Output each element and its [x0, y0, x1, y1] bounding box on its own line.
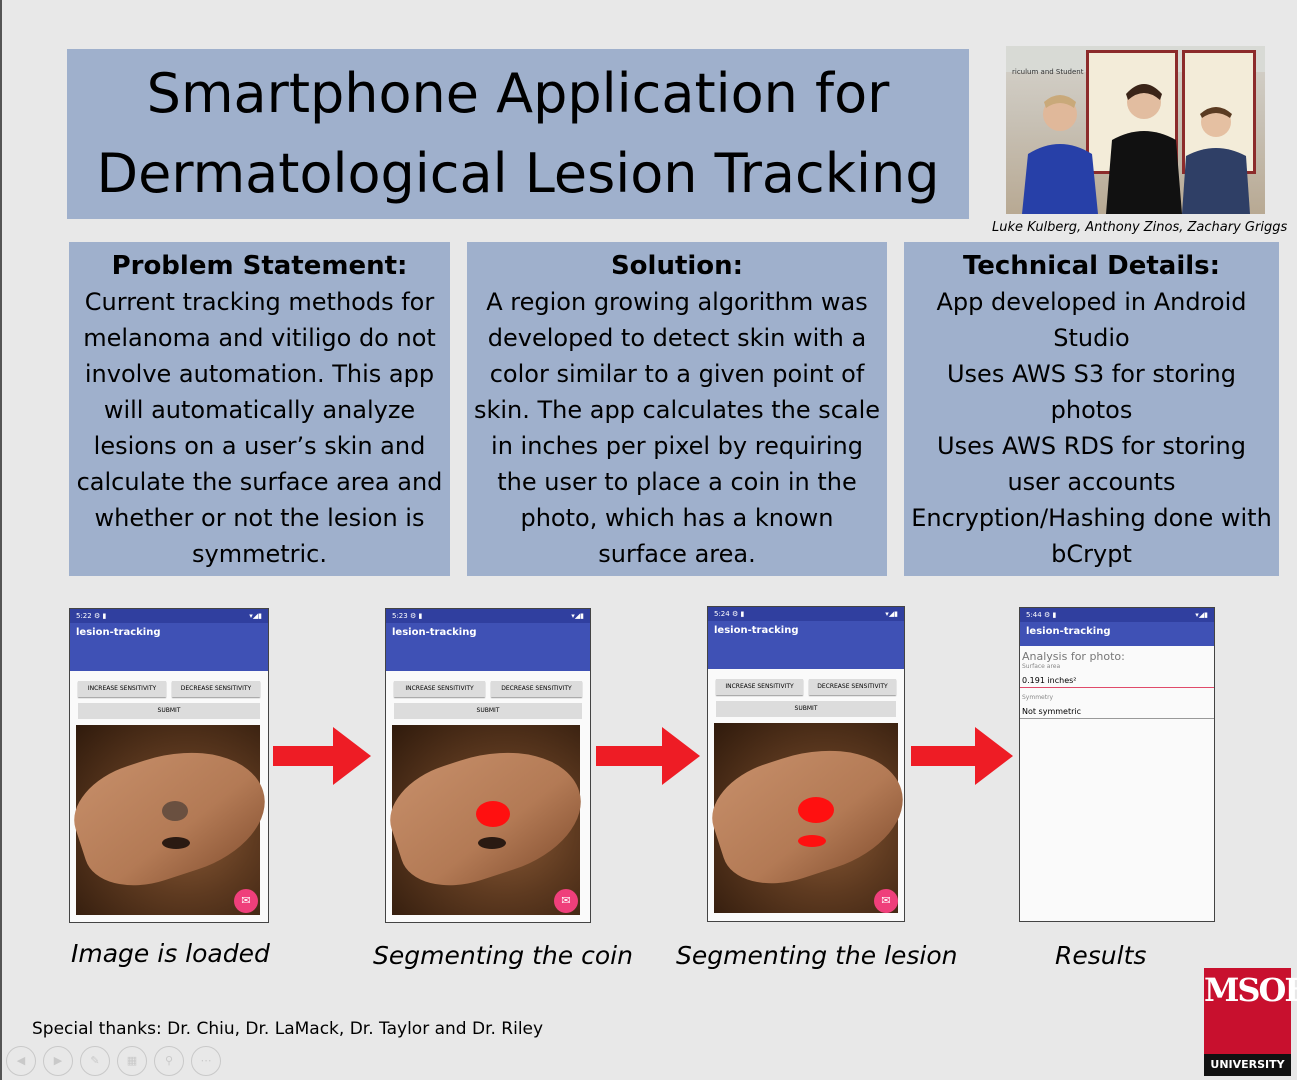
title-box: Smartphone Application for Dermatologica… — [67, 49, 969, 219]
caption-results: Results — [1055, 941, 1147, 970]
panel-body: Current tracking methods for melanoma an… — [76, 288, 443, 568]
analysis-label: Analysis for photo: — [1022, 650, 1125, 663]
panel-problem-statement: Problem Statement: Current tracking meth… — [69, 242, 450, 576]
increase-sensitivity-button[interactable]: INCREASE SENSITIVITY — [78, 681, 166, 697]
symmetry-field[interactable]: Not symmetric — [1020, 701, 1214, 719]
decrease-sensitivity-button[interactable]: DECREASE SENSITIVITY — [172, 681, 260, 697]
symmetry-label: Symmetry — [1022, 694, 1054, 701]
slideshow-controls: ◀ ▶ ✎ ▦ ⚲ ⋯ — [6, 1046, 221, 1076]
status-time: 5:44 — [1026, 611, 1042, 619]
app-title: lesion-tracking — [76, 627, 161, 638]
poster-title: Smartphone Application for Dermatologica… — [97, 54, 940, 214]
status-time: 5:22 — [76, 612, 92, 620]
tech-line: Encryption/Hashing done with bCrypt — [911, 504, 1272, 568]
phone-screen-segment-lesion: 5:24 ⚙ ▮ ▾◢▮ lesion-tracking INCREASE SE… — [707, 606, 905, 922]
status-bar: 5:44 ⚙ ▮ ▾◢▮ — [1020, 608, 1214, 622]
lesion — [162, 837, 190, 849]
submit-button[interactable]: SUBMIT — [78, 703, 260, 719]
zoom-icon[interactable]: ⚲ — [154, 1046, 184, 1076]
photo-caption: Luke Kulberg, Anthony Zinos, Zachary Gri… — [992, 220, 1288, 235]
arrow-right-icon — [273, 727, 371, 785]
increase-sensitivity-button[interactable]: INCREASE SENSITIVITY — [394, 681, 485, 697]
app-title: lesion-tracking — [714, 625, 799, 636]
app-title: lesion-tracking — [392, 627, 477, 638]
phone-screen-results: 5:44 ⚙ ▮ ▾◢▮ lesion-tracking Analysis fo… — [1019, 607, 1215, 922]
signal-icons: ▾◢▮ — [885, 610, 898, 618]
sensitivity-buttons: INCREASE SENSITIVITY DECREASE SENSITIVIT… — [70, 681, 268, 697]
panel-solution: Solution: A region growing algorithm was… — [467, 242, 887, 576]
title-line-1: Smartphone Application for — [146, 62, 890, 125]
mail-fab-icon[interactable]: ✉ — [234, 889, 258, 913]
person-right — [1182, 107, 1250, 214]
photo-sign: riculum and Student Opportunities — [1012, 68, 1134, 76]
slides-icon[interactable]: ▦ — [117, 1046, 147, 1076]
hand-photo: ✉ — [708, 723, 904, 913]
window-left-edge — [0, 0, 2, 1080]
app-title: lesion-tracking — [1026, 626, 1111, 637]
mail-fab-icon[interactable]: ✉ — [874, 889, 898, 913]
team-photo: riculum and Student Opportunities — [1006, 46, 1265, 214]
logo-university: UNIVERSITY — [1204, 1054, 1291, 1076]
hand-photo: ✉ — [70, 725, 268, 915]
person-left — [1022, 95, 1098, 214]
more-icon[interactable]: ⋯ — [191, 1046, 221, 1076]
signal-icons: ▾◢▮ — [249, 612, 262, 620]
panel-heading: Technical Details: — [962, 251, 1221, 281]
decrease-sensitivity-button[interactable]: DECREASE SENSITIVITY — [809, 679, 896, 695]
caption-image-loaded: Image is loaded — [71, 939, 270, 968]
app-bar: lesion-tracking — [708, 621, 904, 669]
panel-body: A region growing algorithm was developed… — [473, 288, 881, 568]
hand-photo: ✉ — [386, 725, 590, 915]
decrease-sensitivity-button[interactable]: DECREASE SENSITIVITY — [491, 681, 582, 697]
segmented-coin — [476, 801, 510, 827]
prev-icon[interactable]: ◀ — [6, 1046, 36, 1076]
app-bar: lesion-tracking — [70, 623, 268, 671]
signal-icons: ▾◢▮ — [1195, 611, 1208, 619]
sensitivity-buttons: INCREASE SENSITIVITY DECREASE SENSITIVIT… — [708, 679, 904, 695]
app-bar: lesion-tracking — [1020, 622, 1214, 646]
mail-fab-icon[interactable]: ✉ — [554, 889, 578, 913]
segmented-lesion — [798, 835, 826, 847]
surface-area-label: Surface area — [1022, 663, 1061, 670]
surface-area-field[interactable]: 0.191 inches² — [1020, 670, 1214, 688]
status-bar: 5:22 ⚙ ▮ ▾◢▮ — [70, 609, 268, 623]
next-icon[interactable]: ▶ — [43, 1046, 73, 1076]
tech-line: App developed in Android Studio — [936, 288, 1247, 352]
panel-heading: Problem Statement: — [111, 251, 408, 281]
status-time: 5:23 — [392, 612, 408, 620]
tech-line: Uses AWS RDS for storing user accounts — [937, 432, 1246, 496]
msoe-logo: MSOE UNIVERSITY — [1204, 968, 1297, 1076]
pen-icon[interactable]: ✎ — [80, 1046, 110, 1076]
arrow-right-icon — [596, 727, 700, 785]
status-bar: 5:23 ⚙ ▮ ▾◢▮ — [386, 609, 590, 623]
special-thanks: Special thanks: Dr. Chiu, Dr. LaMack, Dr… — [32, 1019, 544, 1039]
logo-letters: MSOE — [1204, 971, 1297, 1009]
increase-sensitivity-button[interactable]: INCREASE SENSITIVITY — [716, 679, 803, 695]
signal-icons: ▾◢▮ — [571, 612, 584, 620]
title-line-2: Dermatological Lesion Tracking — [96, 142, 940, 205]
status-time: 5:24 — [714, 610, 730, 618]
caption-segmenting-lesion: Segmenting the lesion — [676, 941, 958, 970]
tech-line: Uses AWS S3 for storing photos — [946, 360, 1236, 424]
submit-button[interactable]: SUBMIT — [394, 703, 582, 719]
arrow-right-icon — [911, 727, 1013, 785]
caption-segmenting-coin: Segmenting the coin — [373, 941, 633, 970]
phone-screen-segment-coin: 5:23 ⚙ ▮ ▾◢▮ lesion-tracking INCREASE SE… — [385, 608, 591, 923]
panel-heading: Solution: — [610, 251, 744, 281]
lesion — [478, 837, 506, 849]
person-middle — [1106, 84, 1182, 214]
app-bar: lesion-tracking — [386, 623, 590, 671]
status-bar: 5:24 ⚙ ▮ ▾◢▮ — [708, 607, 904, 621]
coin — [162, 801, 188, 821]
panel-technical-details: Technical Details: App developed in Andr… — [904, 242, 1279, 576]
phone-screen-loaded: 5:22 ⚙ ▮ ▾◢▮ lesion-tracking INCREASE SE… — [69, 608, 269, 923]
segmented-coin — [798, 797, 834, 823]
sensitivity-buttons: INCREASE SENSITIVITY DECREASE SENSITIVIT… — [386, 681, 590, 697]
submit-button[interactable]: SUBMIT — [716, 701, 896, 717]
